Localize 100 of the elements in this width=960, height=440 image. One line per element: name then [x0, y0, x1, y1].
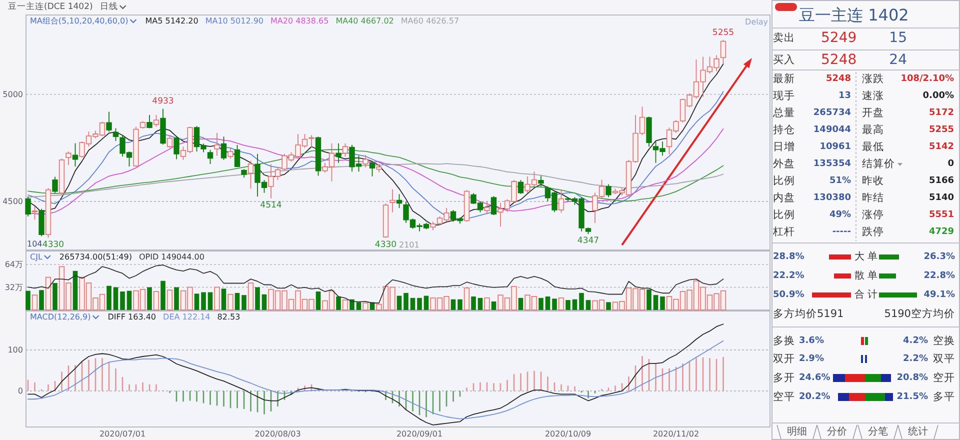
text: 51% [829, 176, 851, 186]
y-tick-label: 32万 [4, 282, 23, 292]
annotation: 4933 [152, 96, 174, 107]
text: 内盘 [773, 191, 795, 204]
text: 5248 [821, 52, 857, 68]
text: 空换 [933, 334, 955, 347]
text: 5248 [826, 74, 851, 84]
text: 5172 [928, 108, 954, 118]
text: 22.8% [924, 271, 955, 281]
x-tick-label: 2020/08/03 [254, 430, 301, 438]
text: 卖出 [773, 31, 795, 44]
text: 21.5% [896, 392, 928, 402]
text: 买入 [773, 53, 795, 66]
text: 豆一主连 1402 [799, 6, 909, 24]
y-tick-label: 0 [18, 386, 23, 396]
annotation: 4330 [374, 240, 397, 250]
text: DEA 122.14 [163, 312, 210, 322]
text: 现手 [773, 89, 795, 102]
text: 4729 [928, 227, 954, 237]
text: 5551 [928, 210, 954, 220]
series-label: OPID 149044.00 [138, 252, 204, 262]
text: 日增 [773, 141, 795, 153]
text: 5190空方均价 [884, 307, 955, 320]
y-tick-label: 100 [8, 345, 23, 354]
text: 杠杆 [772, 226, 795, 238]
text: Delay [745, 18, 768, 26]
text: 149044 [813, 125, 851, 135]
text: 15 [889, 30, 907, 46]
text: 最新 [773, 72, 795, 85]
text: 比例 [773, 174, 795, 187]
annotation: 4514 [260, 200, 282, 210]
text: 涨跌 [862, 73, 884, 85]
text: 265734 [813, 108, 851, 118]
text: 2.9% [799, 354, 824, 364]
x-tick-label: 2020/11/02 [652, 430, 700, 438]
text: 多平 [933, 391, 955, 403]
text: 跌停 [862, 226, 884, 238]
text: 昨收 [862, 175, 884, 187]
text: 2.2% [903, 354, 928, 364]
text: 多换 [773, 335, 795, 347]
chart-title: CJL [30, 252, 43, 262]
chart-title: 豆一主连(DCE 1402) [8, 1, 93, 12]
text: 分价 [827, 426, 847, 438]
text: 分笔 [868, 426, 888, 438]
text: 26.3% [924, 252, 955, 262]
text: ----- [832, 227, 852, 237]
x-tick-label: 2020/07/01 [99, 430, 146, 438]
legend-title: MA组合(5,10,20,40,60,0) [30, 16, 128, 26]
x-tick-label: 2020/09/01 [396, 430, 443, 438]
text: 108/2.10% [900, 74, 954, 84]
text: MA5 5142.20 [145, 16, 198, 26]
text: 5249 [821, 30, 857, 46]
chart-title: MACD(12,26,9) [30, 312, 91, 322]
text: MA10 5012.90 [205, 16, 264, 26]
text: 5255 [928, 125, 954, 135]
text: 0 [948, 159, 954, 169]
text: 22.2% [773, 271, 804, 281]
text: 13 [838, 91, 851, 101]
text: 24.6% [799, 373, 830, 383]
y-tick-label: 64万 [4, 260, 23, 270]
text: 多开 [773, 372, 795, 384]
text: 5166 [928, 176, 954, 186]
annotation: 2101 [399, 240, 420, 250]
text: 0.00% [922, 91, 954, 101]
chart-subtitle: 日线 [100, 1, 118, 12]
text: 20.2% [799, 392, 830, 402]
text: 5140 [928, 193, 954, 203]
text: 最高 [862, 123, 884, 136]
text: 5142 [928, 142, 954, 152]
text: 双开 [773, 353, 795, 365]
annotation: 4347 [577, 236, 600, 246]
text: 昨结 [862, 191, 884, 204]
text: MA40 4667.02 [336, 16, 394, 26]
text: 最低 [862, 141, 884, 153]
text: 135354 [813, 159, 851, 169]
text: 空平 [773, 390, 795, 403]
text: 明细 [787, 426, 807, 438]
text: 统计 [908, 426, 928, 438]
text: 130380 [813, 193, 851, 203]
text: 持仓 [773, 124, 795, 136]
text: 外盘 [773, 158, 795, 170]
annotation: 265734.00(51:49) [59, 252, 132, 262]
annotation: 4330 [42, 240, 64, 250]
text: 49.1% [924, 290, 955, 300]
annotation: 104 [27, 240, 42, 248]
annotation: 5255 [712, 28, 734, 38]
text: 总量 [772, 106, 795, 119]
text: 10961 [820, 142, 851, 152]
annotation: 82.53 [217, 312, 240, 322]
text: 比例 [773, 208, 795, 221]
text: 3.6% [799, 336, 824, 346]
text: 大 单 [854, 250, 878, 262]
text: 50.9% [773, 290, 804, 300]
text: MA20 4838.65 [270, 16, 329, 26]
text: DIFF 163.40 [108, 312, 156, 322]
x-tick-label: 2020/10/09 [544, 430, 592, 438]
text: 49% [829, 210, 851, 220]
y-tick-label: 4500 [2, 196, 23, 206]
text: 合 计 [854, 288, 878, 300]
text: 散 单 [854, 270, 878, 282]
